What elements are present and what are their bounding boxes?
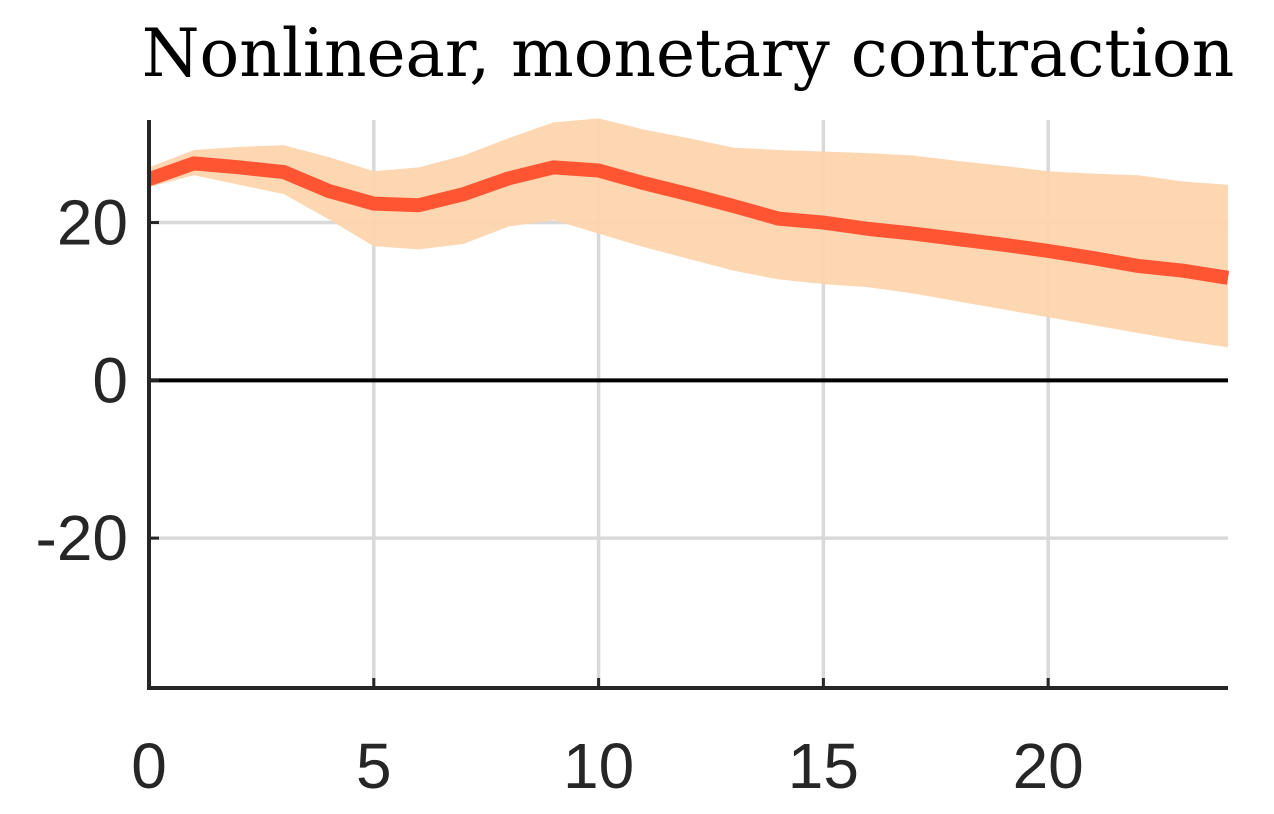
series-line-0 — [146, 156, 1230, 285]
x-tick-label: 20 — [1013, 730, 1084, 802]
y-tick-label: 0 — [92, 344, 128, 416]
x-tick-label: 0 — [131, 730, 167, 802]
chart-title: Nonlinear, monetary contraction — [142, 15, 1234, 92]
x-tick-label: 15 — [788, 730, 859, 802]
confidence-band — [149, 118, 1228, 348]
confidence-band-layer — [149, 118, 1228, 348]
axes — [147, 120, 1228, 690]
y-tick-labels: -20 0 20 — [36, 187, 129, 575]
x-tick-label: 10 — [563, 730, 634, 802]
series-line-layer — [146, 156, 1230, 285]
y-tick-label: 20 — [57, 187, 128, 259]
x-tick-label: 5 — [356, 730, 392, 802]
y-tick-label: -20 — [36, 502, 129, 574]
x-tick-labels: 0 5 10 15 20 — [131, 730, 1084, 802]
